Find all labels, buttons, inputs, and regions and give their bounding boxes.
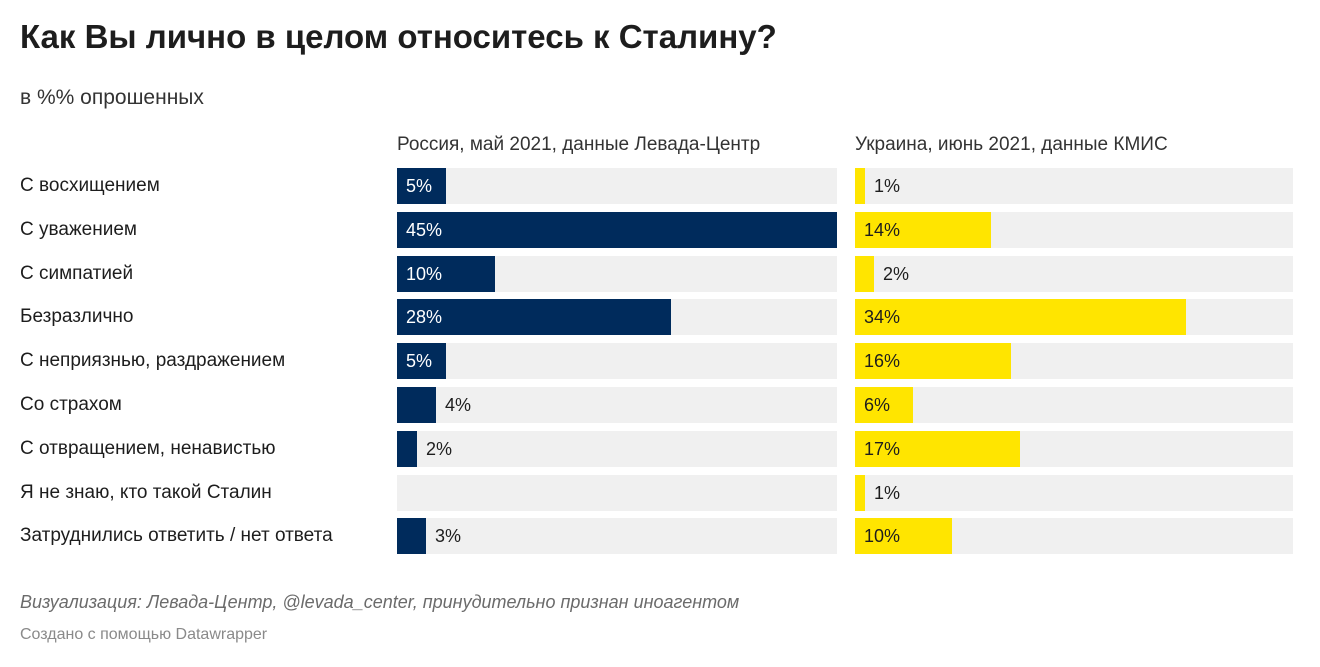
row-label: Со страхом <box>20 394 122 415</box>
bar-track-russia: 5% <box>397 343 837 379</box>
footer-note: Визуализация: Левада-Центр, @levada_cent… <box>20 592 740 612</box>
value-label-russia: 45% <box>406 220 443 240</box>
bar-russia <box>397 387 436 423</box>
bar-russia <box>397 256 495 292</box>
bar-russia <box>397 343 446 379</box>
value-label-ukraine: 1% <box>874 176 901 196</box>
value-label-russia: 2% <box>426 439 453 459</box>
bar-track-russia <box>397 475 837 511</box>
bar-track-ukraine: 10% <box>855 518 1293 554</box>
panel-title-russia: Россия, май 2021, данные Левада-Центр <box>397 134 761 155</box>
bar-track-ukraine: 1% <box>855 475 1293 511</box>
value-label-russia: 5% <box>406 351 433 371</box>
bar-track-russia: 28% <box>397 299 837 335</box>
row-label: С отвращением, ненавистью <box>20 438 276 459</box>
bar-ukraine <box>855 475 865 511</box>
chart-subtitle: в %% опрошенных <box>20 86 204 109</box>
bar-track-ukraine: 16% <box>855 343 1293 379</box>
value-label-russia: 4% <box>445 395 472 415</box>
chart-title: Как Вы лично в целом относитесь к Сталин… <box>20 18 777 55</box>
bar-track-russia: 2% <box>397 431 837 467</box>
bar-russia <box>397 431 417 467</box>
bar-russia <box>397 299 671 335</box>
value-label-russia: 28% <box>406 307 443 327</box>
bar-track-ukraine: 17% <box>855 431 1293 467</box>
bar-ukraine <box>855 212 991 248</box>
bar-track-russia: 4% <box>397 387 837 423</box>
row-label: С уважением <box>20 219 137 240</box>
value-label-ukraine: 34% <box>864 307 901 327</box>
value-label-ukraine: 10% <box>864 526 901 546</box>
bar-track-russia: 45% <box>397 212 837 248</box>
bar-track-ukraine: 14% <box>855 212 1293 248</box>
bar-track-ukraine: 6% <box>855 387 1293 423</box>
bar-track-ukraine: 34% <box>855 299 1293 335</box>
bar-track-russia: 10% <box>397 256 837 292</box>
bar-track-russia: 3% <box>397 518 837 554</box>
bar-track-ukraine: 2% <box>855 256 1293 292</box>
bar-ukraine <box>855 299 1186 335</box>
value-label-ukraine: 14% <box>864 220 901 240</box>
panel-title-ukraine: Украина, июнь 2021, данные КМИС <box>855 134 1168 155</box>
bar-ukraine <box>855 256 874 292</box>
row-label: Безразлично <box>20 306 134 327</box>
value-label-russia: 3% <box>435 526 462 546</box>
row-label: С восхищением <box>20 175 160 196</box>
value-label-russia: 5% <box>406 176 433 196</box>
row-label: Я не знаю, кто такой Сталин <box>20 482 272 503</box>
value-label-ukraine: 17% <box>864 439 901 459</box>
bar-track-russia: 5% <box>397 168 837 204</box>
row-label: С неприязнью, раздражением <box>20 350 286 371</box>
value-label-ukraine: 1% <box>874 483 901 503</box>
bar-russia <box>397 168 446 204</box>
bar-russia <box>397 518 426 554</box>
value-label-ukraine: 2% <box>883 264 910 284</box>
bar-track-ukraine: 1% <box>855 168 1293 204</box>
bar-ukraine <box>855 518 952 554</box>
bar-ukraine <box>855 343 1011 379</box>
bar-ukraine <box>855 168 865 204</box>
value-label-russia: 10% <box>406 264 443 284</box>
value-label-ukraine: 16% <box>864 351 901 371</box>
bar-ukraine <box>855 387 913 423</box>
row-label: Затруднились ответить / нет ответа <box>20 525 333 546</box>
bar-russia <box>397 212 837 248</box>
bar-ukraine <box>855 431 1020 467</box>
row-label: С симпатией <box>20 263 134 284</box>
value-label-ukraine: 6% <box>864 395 891 415</box>
footer-credit: Создано с помощью Datawrapper <box>20 626 268 643</box>
